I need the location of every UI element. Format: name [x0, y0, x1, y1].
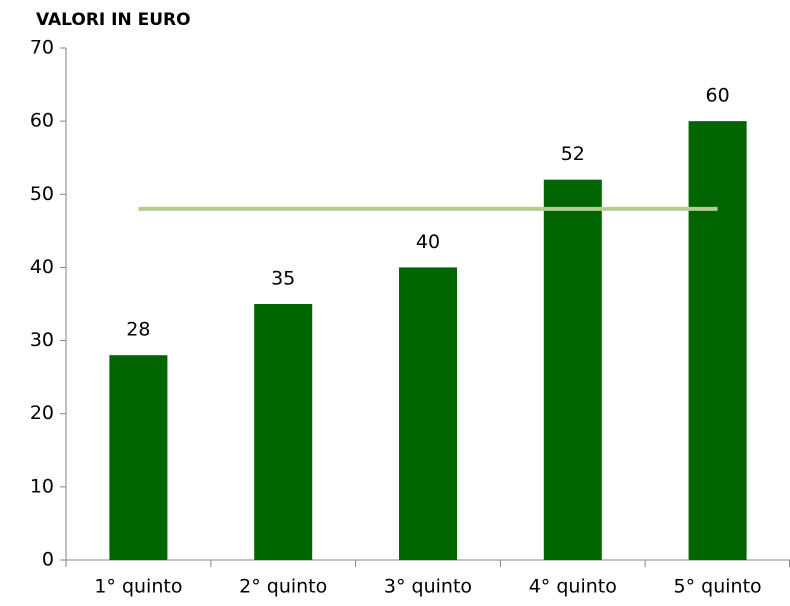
bar: [399, 267, 457, 560]
chart-title: VALORI IN EURO: [36, 10, 191, 30]
bar: [543, 179, 602, 560]
y-tick-label: 50: [30, 183, 54, 205]
y-tick-label: 40: [30, 256, 54, 278]
x-tick-label: 3° quinto: [384, 576, 472, 598]
data-label: 28: [126, 319, 150, 341]
x-tick-label: 4° quinto: [529, 576, 617, 598]
x-tick-label: 2° quinto: [239, 576, 327, 598]
y-tick-label: 0: [42, 549, 54, 571]
y-tick-label: 20: [30, 402, 54, 424]
bar: [109, 355, 168, 560]
data-label: 35: [271, 268, 295, 290]
y-tick-label: 70: [30, 37, 54, 59]
data-label: 52: [561, 143, 585, 165]
y-tick-label: 30: [30, 329, 54, 351]
x-tick-label: 5° quinto: [674, 576, 762, 598]
data-label: 40: [416, 231, 440, 253]
y-tick-label: 10: [30, 475, 54, 497]
data-label: 60: [706, 85, 730, 107]
x-tick-label: 1° quinto: [94, 576, 182, 598]
y-tick-label: 60: [30, 110, 54, 132]
bar: [688, 121, 747, 561]
bar: [254, 304, 313, 560]
